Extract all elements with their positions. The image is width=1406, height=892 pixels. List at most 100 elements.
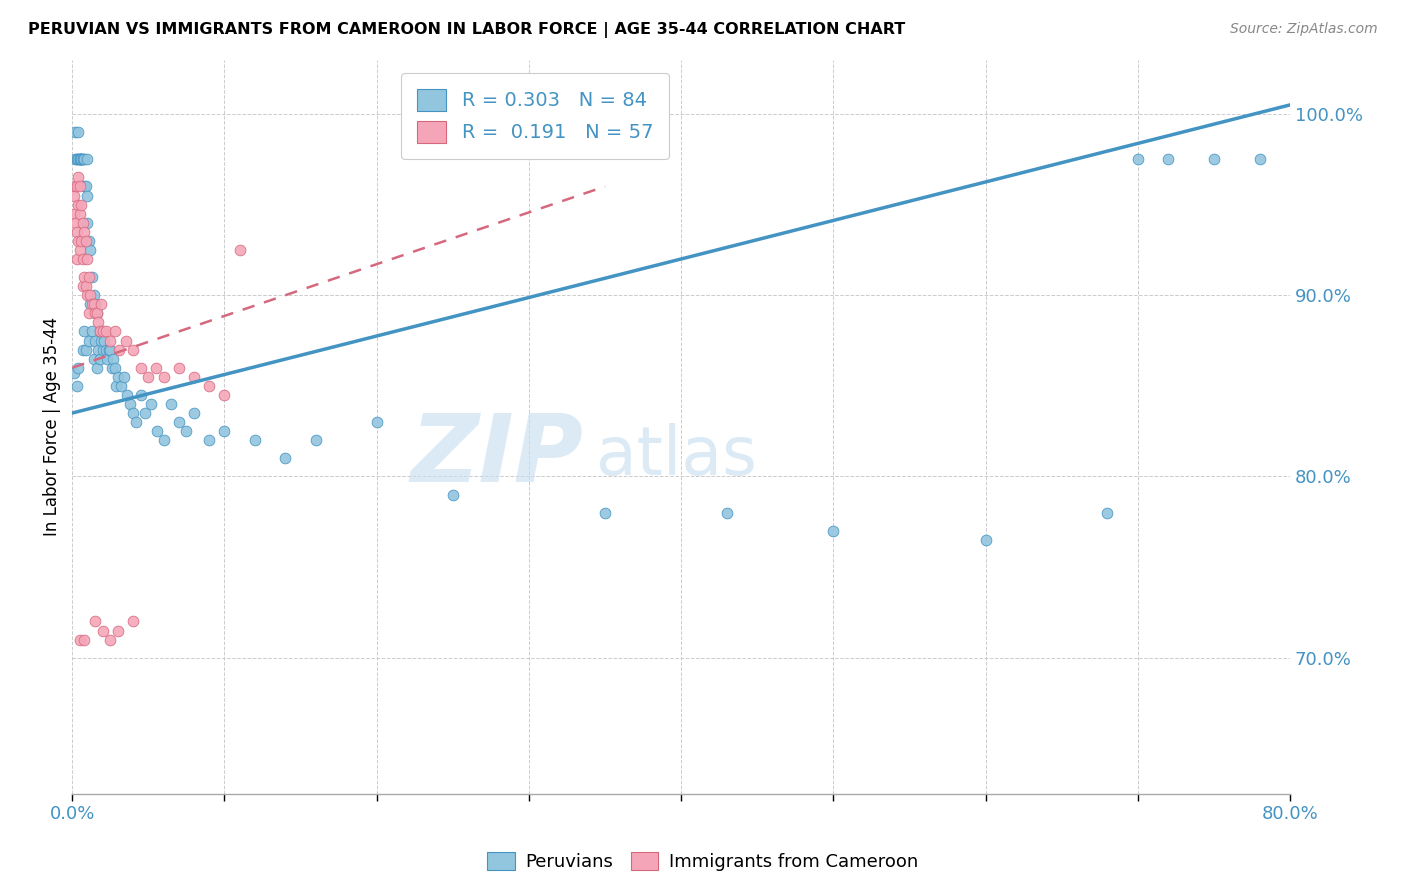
Point <box>167 415 190 429</box>
Point <box>80 270 103 285</box>
Point <box>823 524 845 538</box>
Point <box>65 153 87 167</box>
Point <box>141 397 163 411</box>
Point <box>122 343 145 357</box>
Point <box>86 306 108 320</box>
Text: Source: ZipAtlas.com: Source: ZipAtlas.com <box>1230 22 1378 37</box>
Point <box>66 379 89 393</box>
Point <box>72 216 94 230</box>
Point <box>1157 153 1180 167</box>
Point <box>93 334 115 348</box>
Point <box>104 325 127 339</box>
Point <box>70 234 93 248</box>
Point <box>67 360 90 375</box>
Point <box>86 306 108 320</box>
Point <box>145 360 167 375</box>
Point <box>115 388 138 402</box>
Y-axis label: In Labor Force | Age 35-44: In Labor Force | Age 35-44 <box>44 317 60 536</box>
Point <box>122 406 145 420</box>
Point <box>66 252 89 266</box>
Point <box>146 424 169 438</box>
Point <box>103 351 125 366</box>
Point <box>84 334 107 348</box>
Point <box>89 325 111 339</box>
Point <box>198 379 221 393</box>
Point <box>112 369 135 384</box>
Point <box>70 197 93 211</box>
Point <box>366 415 388 429</box>
Point <box>77 270 100 285</box>
Point <box>101 360 124 375</box>
Point <box>1097 506 1119 520</box>
Point <box>125 415 148 429</box>
Point <box>75 179 97 194</box>
Point <box>65 125 87 139</box>
Point <box>76 216 98 230</box>
Point <box>90 334 112 348</box>
Point <box>62 207 84 221</box>
Point <box>67 170 90 185</box>
Point <box>98 632 121 647</box>
Point <box>77 334 100 348</box>
Point <box>138 369 160 384</box>
Point <box>69 207 91 221</box>
Point <box>152 369 174 384</box>
Point <box>91 624 114 638</box>
Legend: R = 0.303   N = 84, R =  0.191   N = 57: R = 0.303 N = 84, R = 0.191 N = 57 <box>401 73 669 159</box>
Point <box>974 533 997 547</box>
Point <box>214 424 236 438</box>
Point <box>79 288 101 302</box>
Point <box>716 506 738 520</box>
Point <box>83 288 105 302</box>
Point <box>86 360 108 375</box>
Point <box>198 434 221 448</box>
Point <box>72 153 94 167</box>
Point <box>1202 153 1225 167</box>
Text: atlas: atlas <box>596 423 756 489</box>
Point <box>65 179 87 194</box>
Point <box>73 179 96 194</box>
Point <box>94 343 117 357</box>
Point <box>72 153 94 167</box>
Point <box>80 297 103 311</box>
Point <box>129 360 152 375</box>
Point <box>89 351 111 366</box>
Point <box>72 343 94 357</box>
Text: ZIP: ZIP <box>411 410 583 502</box>
Point <box>1126 153 1149 167</box>
Point <box>98 343 121 357</box>
Point <box>176 424 198 438</box>
Point <box>67 125 90 139</box>
Point <box>67 197 90 211</box>
Point <box>76 153 98 167</box>
Point <box>75 279 97 293</box>
Point <box>72 252 94 266</box>
Point <box>76 252 98 266</box>
Point <box>72 279 94 293</box>
Point <box>75 234 97 248</box>
Text: PERUVIAN VS IMMIGRANTS FROM CAMEROON IN LABOR FORCE | AGE 35-44 CORRELATION CHAR: PERUVIAN VS IMMIGRANTS FROM CAMEROON IN … <box>28 22 905 38</box>
Point <box>83 297 105 311</box>
Point <box>84 297 107 311</box>
Point <box>70 153 93 167</box>
Point <box>62 188 84 202</box>
Point <box>69 153 91 167</box>
Point <box>122 615 145 629</box>
Point <box>593 506 616 520</box>
Point <box>274 451 297 466</box>
Point <box>79 297 101 311</box>
Point <box>66 153 89 167</box>
Point <box>152 434 174 448</box>
Point <box>305 434 328 448</box>
Point <box>66 153 89 167</box>
Point <box>87 343 110 357</box>
Point <box>114 334 136 348</box>
Point <box>167 360 190 375</box>
Point <box>104 360 127 375</box>
Point <box>66 179 89 194</box>
Point <box>91 325 114 339</box>
Point <box>107 624 129 638</box>
Point <box>62 366 84 380</box>
Point <box>129 388 152 402</box>
Point <box>73 270 96 285</box>
